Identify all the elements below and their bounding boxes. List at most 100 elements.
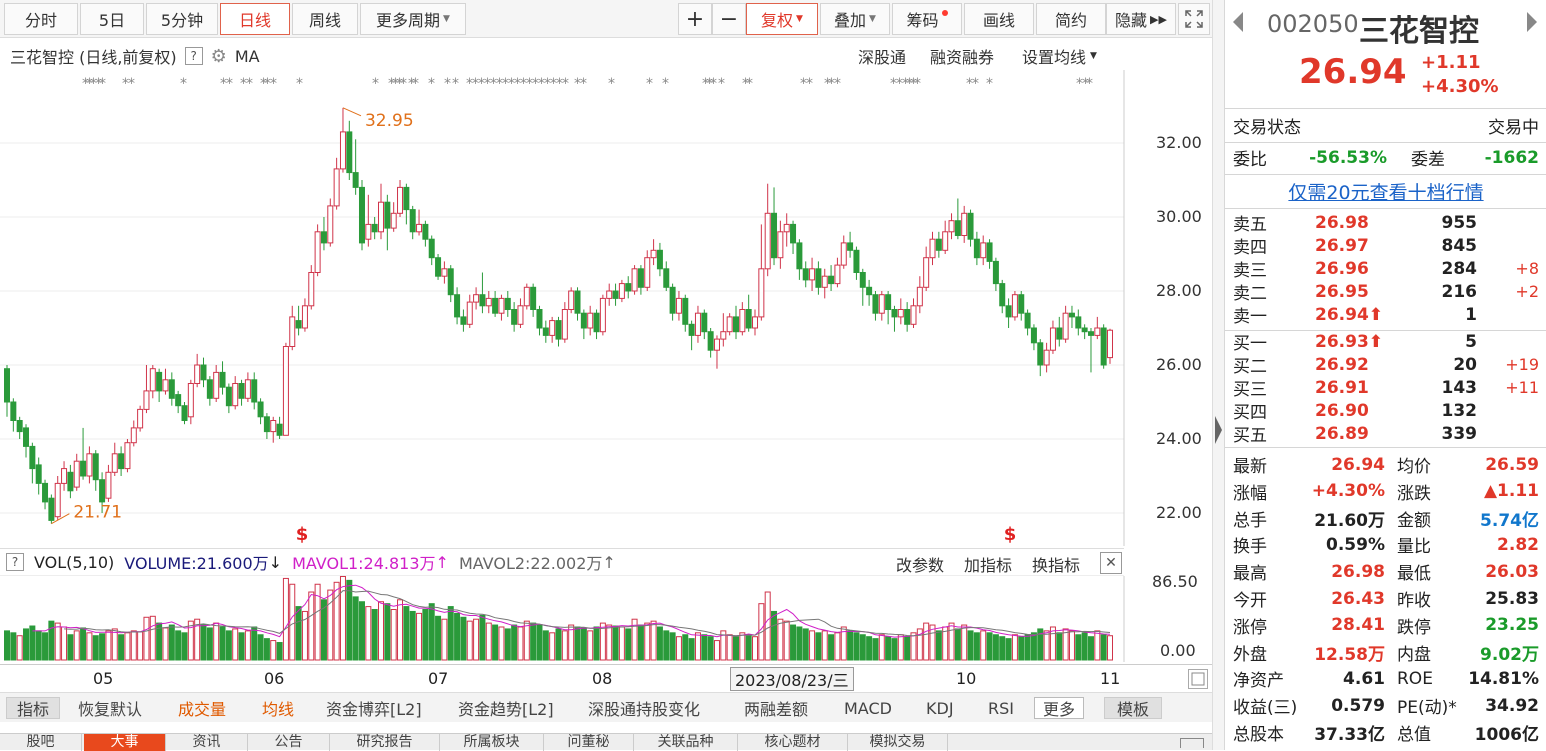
- candle[interactable]: [175, 390, 182, 414]
- volume-bar[interactable]: [314, 583, 321, 661]
- volume-bar[interactable]: [574, 626, 581, 661]
- candle[interactable]: [663, 261, 670, 291]
- help-icon[interactable]: ?: [184, 47, 203, 65]
- volume-bar[interactable]: [961, 624, 968, 661]
- next-stock-icon[interactable]: [1527, 12, 1537, 32]
- volume-bar[interactable]: [866, 636, 873, 661]
- volume-bar[interactable]: [187, 620, 194, 661]
- candle[interactable]: [460, 309, 467, 332]
- indicator-rsi[interactable]: RSI: [988, 698, 1014, 718]
- volume-bar[interactable]: [853, 632, 860, 661]
- ma-label[interactable]: MA: [234, 46, 260, 66]
- candle[interactable]: [568, 287, 575, 314]
- volume-bar[interactable]: [739, 632, 746, 661]
- candle[interactable]: [916, 276, 923, 314]
- candle[interactable]: [149, 365, 156, 399]
- volume-bar[interactable]: [771, 610, 778, 661]
- hide-panel-button[interactable]: 隐藏 ▶▶: [1106, 3, 1176, 35]
- volume-bar[interactable]: [485, 622, 492, 661]
- panel-splitter[interactable]: [1212, 0, 1224, 750]
- candle[interactable]: [523, 283, 530, 310]
- ask-row[interactable]: 卖三 26.96 284 +8: [1233, 257, 1539, 282]
- volume-bar[interactable]: [701, 634, 708, 661]
- tab-paper-trading[interactable]: 模拟交易: [848, 734, 948, 751]
- volume-bar[interactable]: [86, 632, 93, 661]
- candle[interactable]: [61, 461, 68, 491]
- candle[interactable]: [479, 272, 486, 314]
- volume-bar[interactable]: [397, 599, 404, 661]
- candle[interactable]: [1037, 339, 1044, 377]
- candle[interactable]: [403, 183, 410, 225]
- volume-bar[interactable]: [580, 627, 587, 661]
- candle[interactable]: [1107, 328, 1113, 364]
- level2-upgrade-link[interactable]: 仅需20元查看十档行情: [1288, 182, 1484, 204]
- candle[interactable]: [954, 198, 961, 240]
- candle[interactable]: [435, 254, 442, 280]
- candlestick-chart[interactable]: ***** * * * * * * * ** * * * **** ** * * * * * * * * * * * * * * * * *…: [0, 70, 1212, 546]
- candle[interactable]: [346, 120, 353, 180]
- volume-bar[interactable]: [682, 634, 689, 661]
- volume-bar[interactable]: [143, 616, 150, 661]
- volume-bar[interactable]: [910, 632, 917, 661]
- candle[interactable]: [752, 309, 759, 336]
- candle[interactable]: [707, 328, 714, 358]
- volume-bar[interactable]: [371, 609, 378, 661]
- volume-bar[interactable]: [346, 579, 353, 661]
- candle[interactable]: [301, 298, 308, 332]
- event-marker-icon[interactable]: $: [1004, 524, 1017, 545]
- candle[interactable]: [1081, 324, 1088, 340]
- candle[interactable]: [948, 213, 955, 240]
- bid-row[interactable]: 买一 26.93⬆ 5: [1233, 330, 1539, 355]
- candle[interactable]: [111, 442, 118, 476]
- candle[interactable]: [1075, 309, 1082, 336]
- chip-button[interactable]: 筹码: [892, 3, 962, 35]
- candle[interactable]: [593, 309, 600, 340]
- volume-bar[interactable]: [1056, 632, 1063, 661]
- volume-bar[interactable]: [416, 612, 423, 661]
- gear-icon[interactable]: ⚙: [210, 45, 227, 67]
- volume-bar[interactable]: [796, 626, 803, 661]
- ask-row[interactable]: 卖五 26.98 955: [1233, 211, 1539, 236]
- tab-ask-secretary[interactable]: 问董秘: [544, 734, 634, 751]
- candle[interactable]: [859, 268, 866, 306]
- candle[interactable]: [935, 231, 942, 258]
- candle[interactable]: [54, 476, 61, 521]
- candle[interactable]: [289, 305, 296, 351]
- volume-bar[interactable]: [149, 615, 156, 661]
- candle[interactable]: [1062, 305, 1069, 343]
- volume-bar[interactable]: [1062, 628, 1069, 661]
- candle[interactable]: [454, 287, 461, 325]
- candle[interactable]: [790, 220, 797, 254]
- candle[interactable]: [561, 302, 568, 343]
- candle[interactable]: [124, 439, 131, 473]
- candle[interactable]: [29, 442, 36, 484]
- volume-bar[interactable]: [948, 622, 955, 661]
- volume-bar[interactable]: [42, 632, 49, 661]
- candle[interactable]: [257, 398, 264, 425]
- tab-guba[interactable]: 股吧: [0, 734, 82, 751]
- volume-bar[interactable]: [517, 626, 524, 661]
- candle[interactable]: [802, 261, 809, 288]
- volume-bar[interactable]: [16, 635, 23, 661]
- volume-bar[interactable]: [504, 628, 511, 661]
- candle[interactable]: [549, 316, 556, 343]
- volume-bar[interactable]: [802, 628, 809, 661]
- volume-bar[interactable]: [320, 599, 327, 661]
- candle[interactable]: [536, 305, 543, 336]
- edit-params-link[interactable]: 改参数: [896, 556, 945, 575]
- volume-bar[interactable]: [980, 630, 987, 661]
- indicator-reset[interactable]: 恢复默认: [78, 700, 143, 719]
- volume-bar[interactable]: [720, 630, 727, 661]
- volume-bar[interactable]: [175, 630, 182, 661]
- volume-bar[interactable]: [80, 627, 87, 661]
- volume-bar[interactable]: [67, 634, 74, 661]
- volume-bar[interactable]: [1043, 630, 1050, 661]
- candle[interactable]: [796, 239, 803, 280]
- candle[interactable]: [42, 479, 49, 510]
- candle[interactable]: [904, 302, 911, 332]
- volume-bar[interactable]: [333, 581, 340, 661]
- candle[interactable]: [1056, 316, 1063, 347]
- volume-bar[interactable]: [675, 636, 682, 661]
- volume-bar[interactable]: [1005, 638, 1012, 661]
- candle[interactable]: [86, 446, 93, 484]
